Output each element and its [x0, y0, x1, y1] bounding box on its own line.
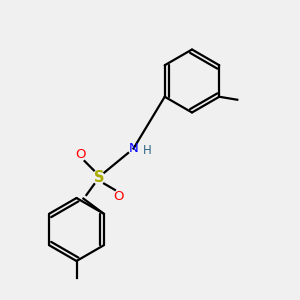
Text: S: S	[94, 169, 104, 184]
Text: O: O	[76, 148, 86, 161]
Text: N: N	[129, 142, 138, 155]
Text: O: O	[113, 190, 124, 203]
Text: H: H	[142, 144, 152, 157]
